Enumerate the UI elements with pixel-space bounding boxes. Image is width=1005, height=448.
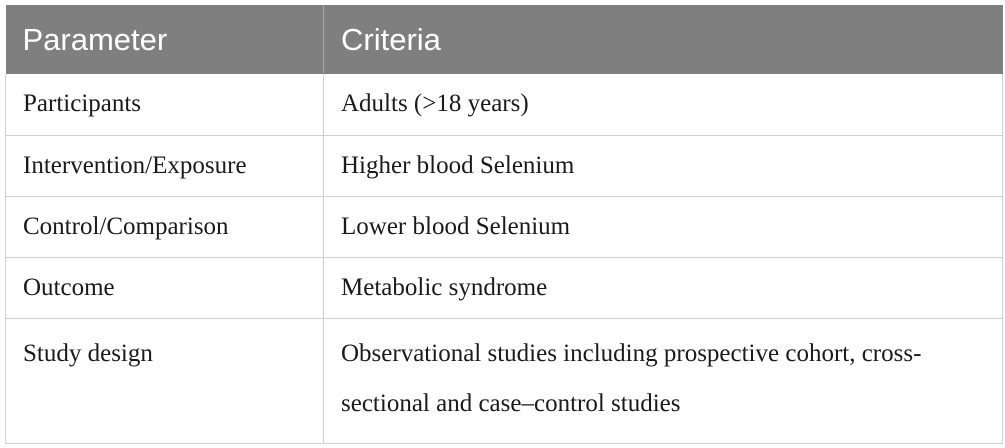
cell-criteria: Higher blood Selenium (323, 135, 1003, 197)
header-row: Parameter Criteria (5, 5, 1003, 74)
table-row: Study design Observational studies inclu… (5, 318, 1003, 444)
header-parameter: Parameter (5, 5, 324, 74)
table-header: Parameter Criteria (5, 5, 1003, 74)
table-row: Control/Comparison Lower blood Selenium (5, 196, 1003, 258)
criteria-table: Parameter Criteria Participants Adults (… (5, 5, 1003, 444)
cell-criteria: Metabolic syndrome (323, 257, 1003, 319)
cell-criteria: Adults (>18 years) (323, 74, 1003, 136)
header-criteria: Criteria (341, 21, 441, 57)
cell-criteria: Observational studies including prospect… (323, 318, 1003, 444)
table-body: Participants Adults (>18 years) Interven… (5, 74, 1003, 444)
cell-parameter: Control/Comparison (5, 196, 324, 258)
table-row: Outcome Metabolic syndrome (5, 257, 1003, 319)
table-row: Intervention/Exposure Higher blood Selen… (5, 135, 1003, 197)
cell-parameter: Participants (5, 74, 324, 136)
cell-parameter: Intervention/Exposure (5, 135, 324, 197)
cell-parameter: Study design (5, 318, 324, 444)
table-row: Participants Adults (>18 years) (5, 74, 1003, 136)
cell-parameter-text: Study design (23, 339, 153, 367)
cell-criteria-text: Observational studies including prospect… (341, 339, 922, 417)
cell-parameter: Outcome (5, 257, 324, 319)
cell-criteria: Lower blood Selenium (323, 196, 1003, 258)
